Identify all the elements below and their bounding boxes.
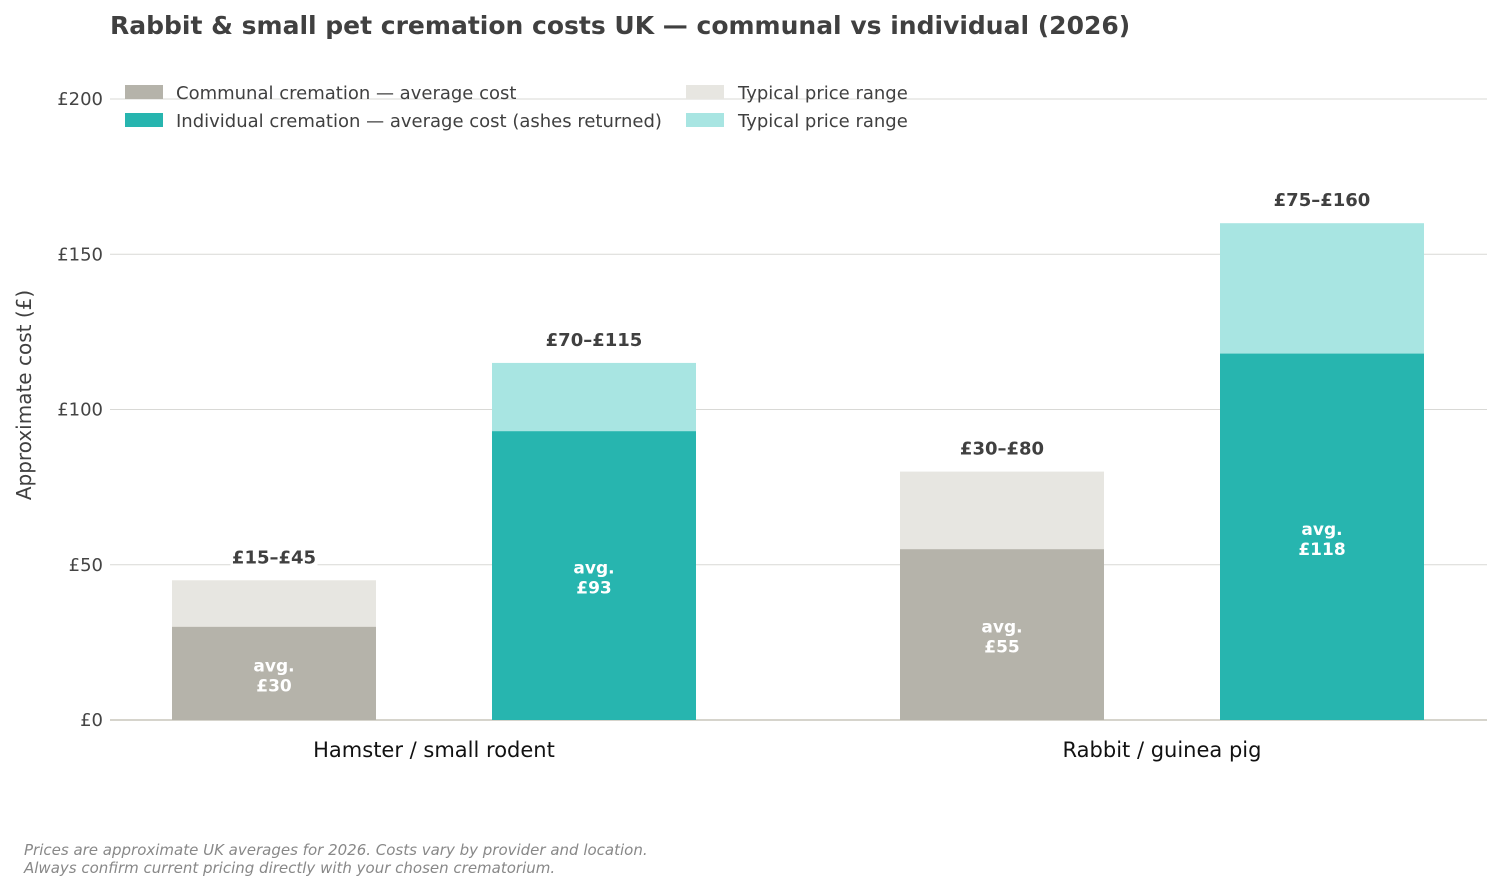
chart-title: Rabbit & small pet cremation costs UK — … [110,11,1130,40]
average-label: avg. [1301,520,1342,540]
range-label: £70–£115 [546,330,643,351]
footnote-line-1: Prices are approximate UK averages for 2… [24,841,648,859]
average-bar [1220,353,1424,720]
average-bar [172,626,376,720]
legend: Communal cremation — average cost Typical… [125,83,908,132]
y-tick-labels: £0 £50 £100 £150 £200 [57,89,103,731]
legend-swatch [125,113,163,127]
average-label: £118 [1298,540,1345,560]
average-label: £55 [984,638,1020,658]
range-label-background [230,546,318,571]
legend-swatch [686,85,724,99]
y-axis-label: Approximate cost (£) [12,290,36,500]
y-tick-label: £50 [69,555,103,576]
legend-label: Individual cremation — average cost (ash… [176,111,662,132]
x-tick-label: Hamster / small rodent [313,738,555,762]
x-tick-labels: Hamster / small rodent Rabbit / guinea pi… [313,738,1261,762]
range-label: £15–£45 [232,547,316,568]
average-label: £30 [256,676,292,696]
footnote-line-2: Always confirm current pricing directly … [23,859,555,877]
range-label-background [958,437,1046,462]
y-tick-label: £0 [80,710,103,731]
legend-swatch [125,85,163,99]
average-label: avg. [253,656,294,676]
legend-label: Communal cremation — average cost [176,83,516,104]
y-tick-label: £200 [57,89,103,110]
average-label: avg. [981,618,1022,638]
legend-label: Typical price range [737,83,908,104]
range-label-background [1273,189,1371,214]
y-tick-label: £100 [57,400,103,421]
range-label: £75–£160 [1274,190,1371,211]
x-tick-label: Rabbit / guinea pig [1063,738,1262,762]
legend-label: Typical price range [737,111,908,132]
range-label: £30–£80 [960,439,1044,460]
average-label: £93 [576,579,612,599]
average-label: avg. [573,559,614,579]
average-bar [900,549,1104,720]
average-bar [492,431,696,720]
bars: £15–£45avg.£30£70–£115avg.£93£30–£80avg.… [172,189,1424,720]
y-tick-label: £150 [57,244,103,265]
range-label-background [545,328,643,353]
legend-swatch [686,113,724,127]
